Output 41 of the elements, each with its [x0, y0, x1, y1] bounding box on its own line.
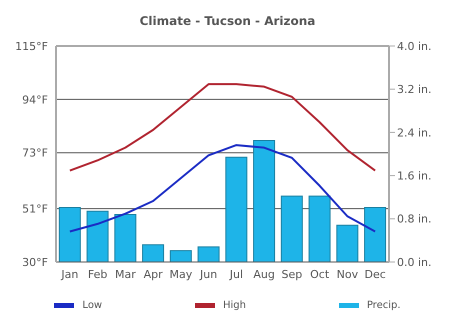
y2-tick-label: 2.4 in.	[397, 126, 432, 140]
x-tick-label: Jan	[60, 268, 78, 281]
x-tick-label: Oct	[310, 268, 330, 281]
bar	[225, 156, 248, 262]
bar	[336, 224, 358, 262]
bar	[114, 214, 136, 262]
x-tick-label: Mar	[114, 268, 136, 281]
x-tick-label: Dec	[364, 268, 386, 281]
y-tick-label: 30°F	[22, 256, 48, 269]
bar	[170, 250, 192, 262]
bar	[58, 206, 81, 262]
y2-tick-label: 1.6 in.	[397, 170, 432, 183]
bar	[142, 244, 164, 262]
bar	[86, 210, 109, 262]
bar	[280, 196, 303, 262]
legend-label: Precip.	[366, 300, 401, 311]
y-tick-label: 51°F	[22, 202, 48, 216]
x-tick-label: Nov	[336, 268, 359, 281]
x-tick-label: Sep	[282, 268, 302, 281]
x-tick-label: Jun	[199, 268, 218, 281]
y2-tick-label: 3.2 in.	[397, 83, 432, 96]
y2-tick-label: 0.0 in.	[397, 256, 432, 269]
x-tick-label: Jul	[228, 268, 244, 281]
bar	[198, 246, 220, 262]
bar	[308, 196, 331, 262]
legend-label: High	[222, 300, 246, 311]
y-tick-label: 94°F	[22, 93, 48, 106]
bar	[364, 206, 386, 262]
x-tick-label: May	[170, 268, 193, 281]
y-tick-label: 115°F	[15, 40, 48, 53]
x-tick-label: Apr	[144, 268, 164, 281]
line-series	[68, 83, 376, 172]
y2-tick-label: 4.0 in.	[397, 40, 432, 53]
x-tick-label: Aug	[253, 268, 275, 281]
line-series	[68, 144, 376, 233]
chart-title: Climate - Tucson - Arizona	[138, 13, 316, 30]
y-tick-label: 73°F	[22, 146, 48, 160]
bar	[253, 140, 276, 262]
legend-label: Low	[81, 300, 102, 311]
x-tick-label: Feb	[88, 268, 108, 281]
y2-tick-label: 0.8 in.	[397, 212, 432, 226]
